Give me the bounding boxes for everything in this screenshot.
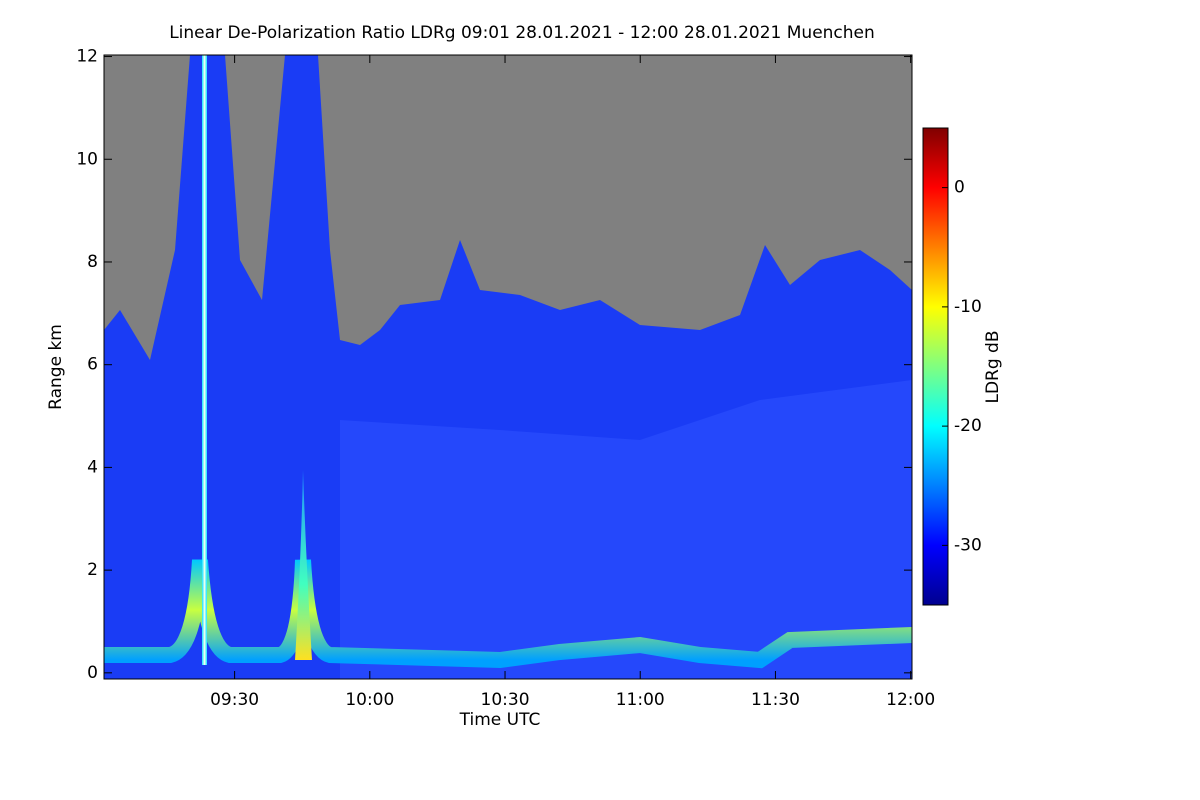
x-tick-label: 10:30 [481,690,530,710]
colorbar-label: LDRg dB [983,330,1003,403]
x-tick-label: 09:30 [210,690,259,710]
x-tick-label: 11:30 [751,690,800,710]
y-tick-label: 0 [87,663,98,683]
colorbar [922,127,949,606]
x-tick-label: 10:00 [345,690,394,710]
y-tick-label: 8 [87,252,98,272]
x-axis-label: Time UTC [459,710,541,730]
x-tick-label: 11:00 [616,690,665,710]
colorbar-tick-label: -30 [954,535,982,555]
y-tick-label: 6 [87,355,98,375]
colorbar-tick-label: 0 [954,178,965,198]
colorbar-tick-label: -10 [954,297,982,317]
colorbar-tick-label: -20 [954,416,982,436]
y-tick-label: 2 [87,560,98,580]
y-tick-label: 12 [76,47,98,67]
x-tick-label: 12:00 [886,690,935,710]
y-tick-label: 4 [87,457,98,477]
y-axis-label: Range km [46,324,66,410]
heatmap-field [104,55,913,679]
y-tick-label: 10 [76,149,98,169]
chart-title: Linear De-Polarization Ratio LDRg 09:01 … [169,23,875,43]
plot-frame [103,54,913,680]
